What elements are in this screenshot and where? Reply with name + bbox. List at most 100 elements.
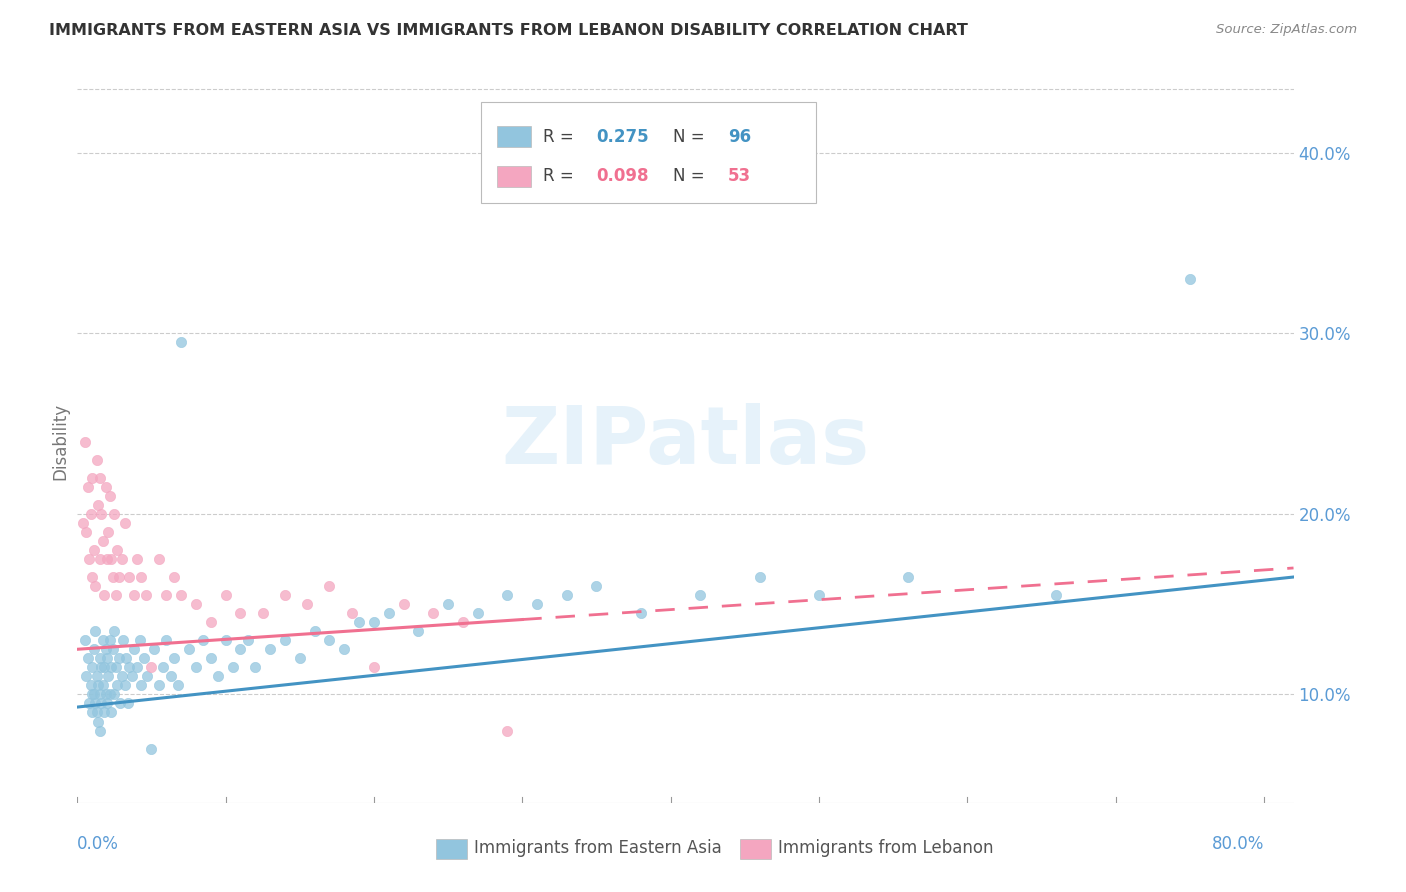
- Point: [141, 741, 163, 756]
- Point: [125, 660, 148, 674]
- Point: [84, 624, 107, 639]
- Point: [100, 706, 122, 720]
- Text: 96: 96: [728, 128, 751, 145]
- Point: [121, 669, 143, 683]
- Point: [97, 669, 120, 683]
- Text: 0.275: 0.275: [596, 128, 650, 145]
- FancyBboxPatch shape: [496, 166, 531, 187]
- Point: [132, 651, 155, 665]
- Point: [115, 651, 138, 665]
- Point: [77, 552, 100, 566]
- Point: [340, 606, 363, 620]
- Point: [129, 678, 152, 692]
- Text: R =: R =: [543, 168, 579, 186]
- Point: [274, 633, 297, 648]
- Point: [392, 597, 415, 611]
- Point: [90, 660, 112, 674]
- Point: [274, 588, 297, 602]
- Point: [90, 697, 112, 711]
- FancyBboxPatch shape: [496, 126, 531, 147]
- Text: IMMIGRANTS FROM EASTERN ASIA VS IMMIGRANTS FROM LEBANON DISABILITY CORRELATION C: IMMIGRANTS FROM EASTERN ASIA VS IMMIGRAN…: [49, 23, 969, 38]
- Point: [82, 660, 104, 674]
- Point: [897, 570, 920, 584]
- Point: [152, 660, 174, 674]
- Point: [103, 507, 125, 521]
- Point: [128, 633, 150, 648]
- Point: [93, 706, 115, 720]
- Point: [141, 660, 163, 674]
- Point: [87, 678, 110, 692]
- Point: [163, 651, 186, 665]
- Point: [163, 570, 186, 584]
- Point: [555, 588, 578, 602]
- Point: [108, 651, 131, 665]
- Point: [1045, 588, 1067, 602]
- Point: [93, 588, 115, 602]
- Point: [304, 624, 326, 639]
- Point: [76, 480, 98, 494]
- Point: [136, 669, 159, 683]
- Point: [104, 588, 127, 602]
- Point: [93, 660, 115, 674]
- Point: [114, 678, 136, 692]
- Point: [75, 669, 97, 683]
- Point: [87, 498, 110, 512]
- Point: [526, 597, 548, 611]
- Point: [73, 633, 96, 648]
- Point: [422, 606, 444, 620]
- Point: [73, 434, 96, 449]
- Point: [100, 660, 122, 674]
- Point: [105, 542, 128, 557]
- Point: [437, 597, 460, 611]
- Point: [90, 507, 112, 521]
- Text: 0.098: 0.098: [596, 168, 650, 186]
- Point: [83, 642, 105, 657]
- Text: N =: N =: [673, 128, 710, 145]
- Point: [451, 615, 474, 630]
- Point: [143, 642, 166, 657]
- Point: [91, 633, 114, 648]
- Point: [155, 588, 177, 602]
- Point: [122, 588, 145, 602]
- Point: [111, 669, 134, 683]
- Point: [98, 687, 121, 701]
- Text: 80.0%: 80.0%: [1212, 835, 1264, 854]
- Point: [748, 570, 770, 584]
- Point: [363, 660, 385, 674]
- Point: [167, 678, 190, 692]
- Point: [333, 642, 356, 657]
- Point: [630, 606, 652, 620]
- Point: [184, 597, 207, 611]
- Point: [184, 660, 207, 674]
- Point: [200, 615, 222, 630]
- FancyBboxPatch shape: [740, 838, 770, 859]
- Point: [91, 533, 114, 548]
- Point: [79, 507, 101, 521]
- Point: [807, 588, 830, 602]
- Point: [408, 624, 430, 639]
- Point: [118, 570, 141, 584]
- Point: [585, 579, 607, 593]
- Point: [89, 651, 111, 665]
- Point: [378, 606, 401, 620]
- Text: Source: ZipAtlas.com: Source: ZipAtlas.com: [1216, 23, 1357, 37]
- Point: [91, 678, 114, 692]
- Point: [111, 552, 134, 566]
- Point: [77, 697, 100, 711]
- Point: [236, 633, 259, 648]
- Point: [76, 651, 98, 665]
- Point: [259, 642, 281, 657]
- Text: N =: N =: [673, 168, 710, 186]
- Point: [97, 524, 120, 539]
- Text: 0.0%: 0.0%: [77, 835, 120, 854]
- FancyBboxPatch shape: [436, 838, 467, 859]
- Point: [177, 642, 200, 657]
- Point: [214, 588, 236, 602]
- Y-axis label: Disability: Disability: [51, 403, 69, 480]
- Point: [170, 588, 193, 602]
- Point: [222, 660, 245, 674]
- Point: [200, 651, 222, 665]
- Point: [229, 606, 252, 620]
- Point: [467, 606, 489, 620]
- Point: [110, 697, 132, 711]
